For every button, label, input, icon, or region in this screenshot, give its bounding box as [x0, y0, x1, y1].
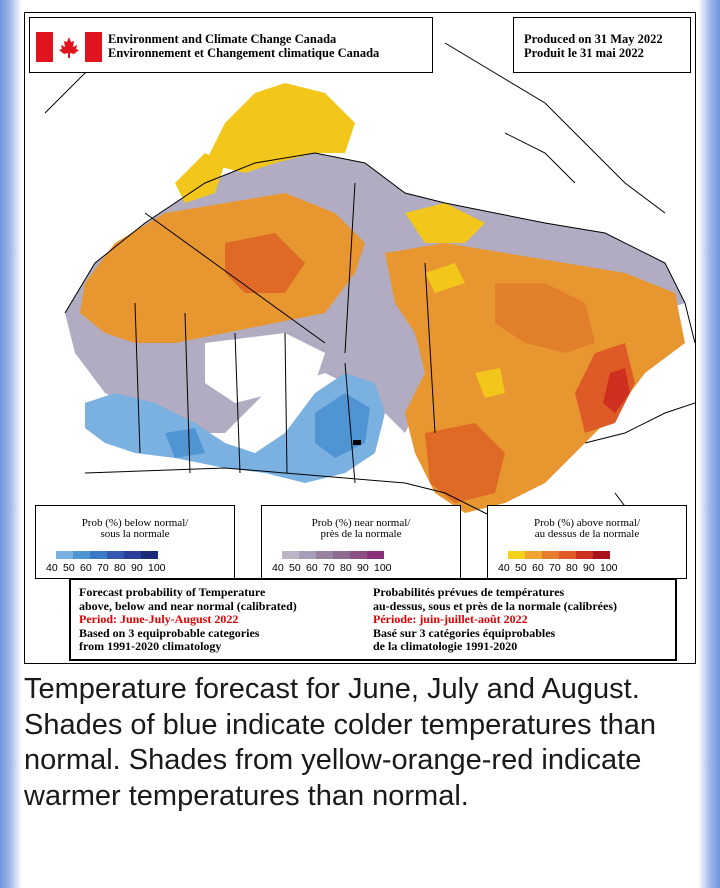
- legend-title-en: Prob (%) above normal/: [534, 517, 640, 529]
- production-date: Produced on 31 May 2022 Produit le 31 ma…: [513, 17, 691, 73]
- swatch: [107, 551, 124, 559]
- tick-label: 60: [80, 562, 92, 574]
- swatch: [141, 551, 158, 559]
- produced-en: Produced on 31 May 2022: [524, 32, 663, 46]
- desc-fr-line2: au-dessus, sous et près de la normale (c…: [373, 598, 617, 613]
- swatch: [559, 551, 576, 559]
- tick-label: 50: [289, 562, 301, 574]
- swatch: [316, 551, 333, 559]
- legend-title-fr: sous la normale: [100, 528, 170, 540]
- swatch: [73, 551, 90, 559]
- tick-label: 80: [566, 562, 578, 574]
- canada-temperature-map: [44, 42, 695, 574]
- agency-name: Environment and Climate Change Canada En…: [108, 32, 379, 60]
- tick-label: 40: [498, 562, 510, 574]
- tick-label: 60: [306, 562, 318, 574]
- tick-label: 100: [148, 562, 166, 574]
- tick-label: 90: [357, 562, 369, 574]
- forecast-description: Forecast probability of Temperature abov…: [69, 578, 677, 661]
- tick-label: 80: [340, 562, 352, 574]
- legend-title-fr: au dessus de la normale: [534, 528, 640, 540]
- tick-label: 40: [46, 562, 58, 574]
- legend-title-en: Prob (%) below normal/: [81, 517, 189, 529]
- swatch: [299, 551, 316, 559]
- swatch: [525, 551, 542, 559]
- swatch: [333, 551, 350, 559]
- tick-label: 90: [583, 562, 595, 574]
- image-caption: Temperature forecast for June, July and …: [24, 673, 656, 812]
- legend-title-fr: près de la normale: [320, 528, 402, 540]
- description-en: Forecast probability of Temperature abov…: [79, 585, 297, 654]
- swatch: [350, 551, 367, 559]
- desc-fr-period: Période: juin-juillet-août 2022: [373, 612, 528, 626]
- description-fr: Probabilités prévues de températures au-…: [373, 585, 617, 654]
- swatch: [282, 551, 299, 559]
- tick-label: 70: [97, 562, 109, 574]
- swatch: [90, 551, 107, 559]
- desc-en-line1: Forecast probability of Temperature: [79, 585, 266, 599]
- tick-label: 70: [323, 562, 335, 574]
- forecast-map: Environment and Climate Change Canada En…: [24, 12, 696, 664]
- desc-en-line2: above, below and near normal (calibrated…: [79, 598, 297, 613]
- swatch: [56, 551, 73, 559]
- tick-label: 40: [272, 562, 284, 574]
- legend-below-normal: Prob (%) below normal/ sous la normale 4…: [35, 505, 235, 579]
- tick-label: 90: [131, 562, 143, 574]
- swatch: [542, 551, 559, 559]
- desc-fr-line1: Probabilités prévues de températures: [373, 585, 565, 599]
- swatch: [367, 551, 384, 559]
- desc-en-line4: from 1991-2020 climatology: [79, 639, 222, 653]
- canada-flag-icon: [36, 32, 102, 62]
- legend-above-normal: Prob (%) above normal/ au dessus de la n…: [487, 505, 687, 579]
- tick-label: 50: [515, 562, 527, 574]
- desc-fr-line3: Basé sur 3 catégories équiprobables: [373, 625, 556, 640]
- desc-en-period: Period: June-July-August 2022: [79, 612, 239, 626]
- tick-label: 50: [63, 562, 75, 574]
- tick-label: 100: [600, 562, 618, 574]
- agency-name-en: Environment and Climate Change Canada: [108, 32, 337, 46]
- legend-title-en: Prob (%) near normal/: [311, 517, 411, 529]
- produced-fr: Produit le 31 mai 2022: [524, 46, 644, 60]
- agency-header: Environment and Climate Change Canada En…: [29, 17, 433, 73]
- tick-label: 60: [532, 562, 544, 574]
- swatch: [576, 551, 593, 559]
- desc-en-line3: Based on 3 equiprobable categories: [79, 625, 260, 640]
- swatch: [508, 551, 525, 559]
- tick-label: 70: [549, 562, 561, 574]
- tick-label: 80: [114, 562, 126, 574]
- agency-name-fr: Environnement et Changement climatique C…: [108, 46, 380, 60]
- swatch: [124, 551, 141, 559]
- tick-label: 100: [374, 562, 392, 574]
- legend-near-normal: Prob (%) near normal/ près de la normale…: [261, 505, 461, 579]
- swatch: [593, 551, 610, 559]
- desc-fr-line4: de la climatologie 1991-2020: [373, 639, 518, 653]
